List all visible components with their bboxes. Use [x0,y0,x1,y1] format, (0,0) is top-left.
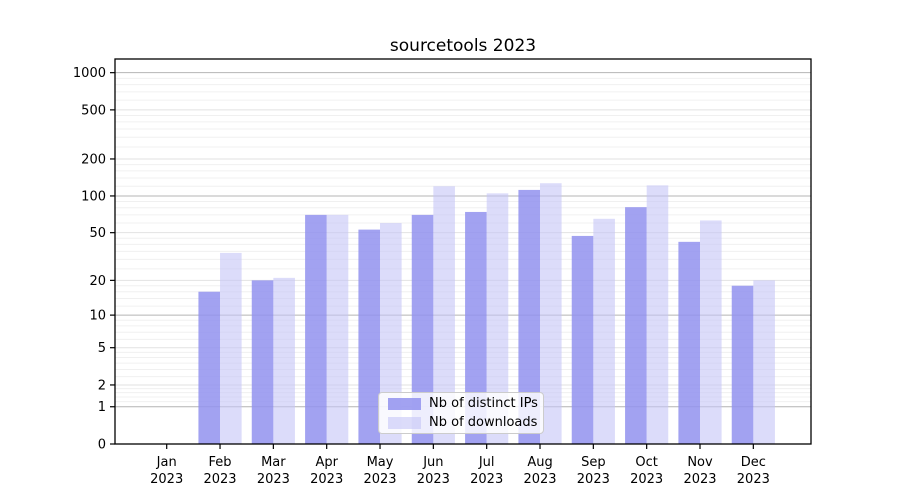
y-tick-label: 5 [98,341,106,356]
legend-item-distinct-ips: Nb of distinct IPs [388,396,538,411]
bar-nb-of-distinct-ips-aug [518,189,541,444]
plot-border [114,58,812,445]
x-tick-label-month: Apr [315,455,338,470]
y-tick-label: 10 [89,309,106,324]
x-tick-label-year: 2023 [150,472,183,487]
bar-nb-of-distinct-ips-apr [305,214,327,444]
x-tick-label-year: 2023 [310,472,343,487]
x-tick-label-year: 2023 [470,472,503,487]
x-tick-label-month: May [367,455,394,470]
bar-nb-of-distinct-ips-jun [411,214,434,444]
x-tick-label-year: 2023 [523,472,556,487]
bar-nb-of-distinct-ips-sep [571,235,594,444]
bar-nb-of-downloads-may [380,223,402,444]
bar-nb-of-distinct-ips-jul [465,211,487,444]
x-tick-label-month: Jun [422,455,443,470]
chart-title: sourcetools 2023 [390,36,536,56]
bar-nb-of-distinct-ips-oct [625,207,647,444]
y-tick-label: 2 [98,378,106,393]
x-tick-label-year: 2023 [417,472,450,487]
bar-nb-of-distinct-ips-dec [731,285,754,444]
x-tick-label-year: 2023 [257,472,290,487]
y-tick-label: 20 [89,274,106,289]
bars [198,183,775,444]
y-tick-label: 1 [98,400,106,415]
bar-nb-of-downloads-apr [326,214,349,444]
x-tick-label-year: 2023 [737,472,770,487]
bar-nb-of-downloads-nov [700,220,722,444]
y-tick-label: 50 [89,226,106,241]
y-tick-label: 1000 [73,66,106,81]
y-tick-label: 0 [98,438,106,453]
x-tick-label-month: Jan [156,455,177,470]
bar-nb-of-distinct-ips-may [358,229,381,444]
y-tick-label: 500 [81,103,106,118]
bar-nb-of-downloads-aug [540,183,562,444]
x-tick-label-month: Sep [581,455,606,470]
bar-nb-of-downloads-mar [273,277,295,444]
legend-item-downloads: Nb of downloads [388,415,538,430]
bar-nb-of-downloads-dec [753,280,775,444]
y-tick-label: 200 [81,152,106,167]
x-tick-label-month: Aug [527,455,552,470]
bar-nb-of-distinct-ips-mar [251,280,274,444]
bar-nb-of-downloads-sep [593,218,615,444]
bar-nb-of-distinct-ips-feb [198,291,221,444]
x-tick-label-year: 2023 [363,472,396,487]
x-tick-label-month: Oct [635,455,657,470]
x-tick-label-year: 2023 [577,472,610,487]
x-tick-label-month: Dec [741,455,766,470]
legend-label-downloads: Nb of downloads [429,415,538,430]
x-tick-label-month: Jul [478,455,495,470]
bar-nb-of-downloads-jun [433,186,455,444]
legend-swatch-downloads [388,416,421,429]
legend-swatch-distinct-ips [388,397,421,410]
x-tick-label-month: Nov [687,455,713,470]
axis-ticks-and-labels: 0 1 2 5 10 20 50 100 200 500 1000 Jan 2023 Feb 2023 Mar… [73,66,770,487]
x-tick-label-year: 2023 [630,472,663,487]
bar-nb-of-distinct-ips-nov [678,241,700,444]
bar-nb-of-downloads-feb [220,252,242,444]
x-tick-label-year: 2023 [683,472,716,487]
legend: Nb of distinct IPs Nb of downloads [378,392,544,434]
x-tick-label-month: Mar [261,455,286,470]
x-tick-label-year: 2023 [203,472,236,487]
legend-label-distinct-ips: Nb of distinct IPs [429,396,538,411]
y-tick-label: 100 [81,189,106,204]
x-tick-label-month: Feb [209,455,232,470]
bar-nb-of-downloads-oct [646,185,669,444]
bar-nb-of-downloads-jul [486,193,509,444]
